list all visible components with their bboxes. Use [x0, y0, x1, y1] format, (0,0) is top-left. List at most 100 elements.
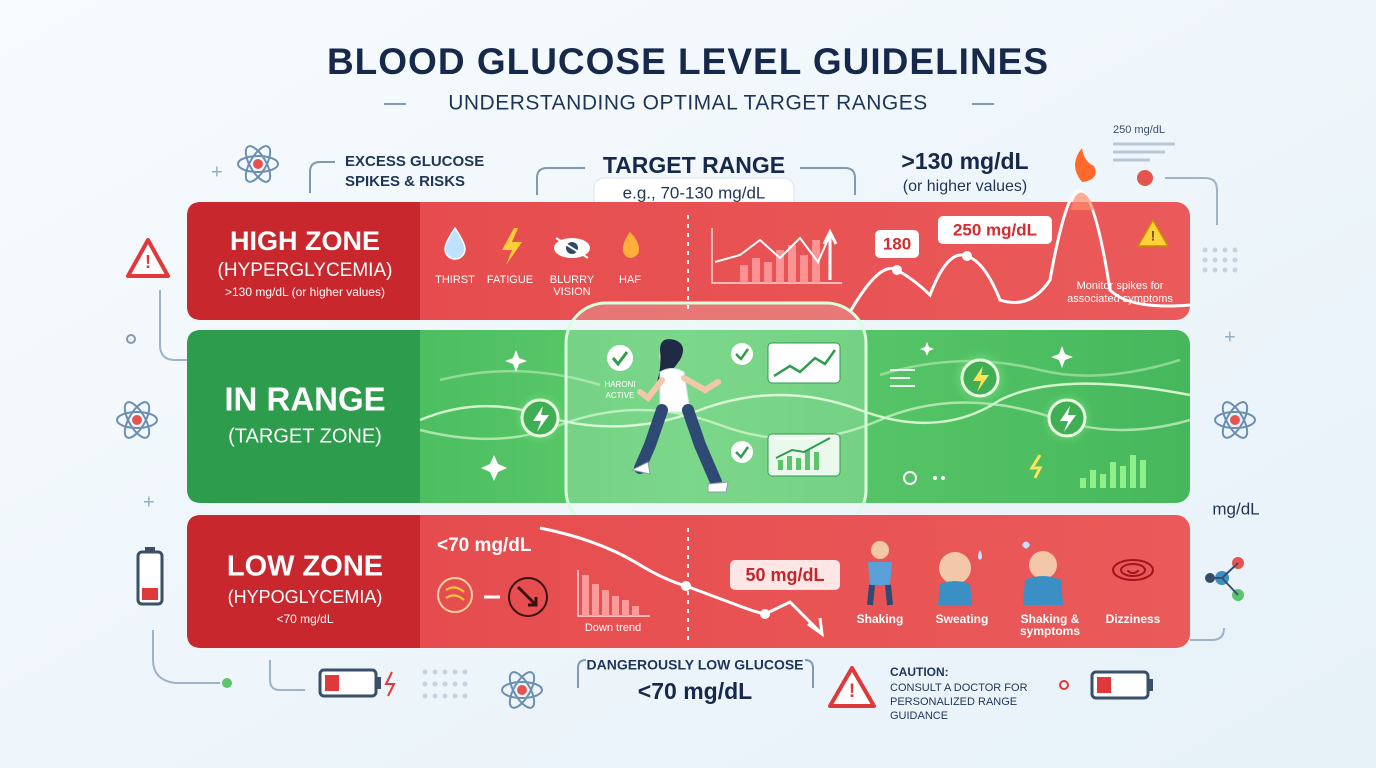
- low-band: [187, 515, 1190, 648]
- symptom-label: Sweating: [936, 612, 989, 626]
- sweating-icon: [938, 550, 982, 605]
- zone-title: LOW ZONE: [227, 551, 383, 583]
- decoration: [622, 600, 629, 616]
- peak-label: 250 mg/dL: [953, 220, 1037, 239]
- decoration: [1140, 460, 1146, 488]
- callout-line: SPIKES & RISKS: [345, 173, 465, 190]
- high-value: >130 mg/dL: [901, 148, 1028, 174]
- decoration: [788, 245, 796, 283]
- caution-title: CAUTION:: [890, 665, 949, 679]
- decoration: [812, 240, 820, 283]
- shaking-icon: [867, 541, 893, 606]
- decoration: [432, 681, 438, 687]
- decoration: [577, 659, 814, 688]
- decoration: [933, 476, 945, 480]
- icon-glyph: +: [211, 161, 223, 183]
- decoration: [740, 265, 748, 283]
- activity-line: ACTIVE: [606, 391, 635, 400]
- decoration: [773, 349, 837, 378]
- caution-line: PERSONALIZED RANGE: [890, 696, 1017, 708]
- decoration: [444, 226, 466, 260]
- decoration: [1120, 563, 1147, 577]
- symptom-label: THIRST: [435, 274, 475, 286]
- decoration: [848, 189, 1191, 313]
- zone-subtitle: (HYPOGLYCEMIA): [228, 587, 383, 607]
- decoration: [1190, 627, 1225, 641]
- decoration: [536, 167, 856, 195]
- callout-line: EXCESS GLUCOSE: [345, 153, 484, 170]
- decoration: [760, 609, 770, 619]
- decoration: [1222, 267, 1228, 273]
- decoration: [890, 369, 915, 387]
- decoration: [1202, 247, 1238, 273]
- decoration: [1090, 470, 1096, 488]
- decoration: [132, 415, 142, 425]
- decoration: [422, 693, 428, 699]
- decoration: [145, 547, 155, 552]
- decoration: [767, 433, 841, 477]
- subtitle: UNDERSTANDING OPTIMAL TARGET RANGES: [448, 92, 928, 115]
- decoration: [637, 377, 665, 403]
- zone-title: IN RANGE: [224, 381, 385, 418]
- decoration: [126, 334, 136, 344]
- decoration: [1222, 257, 1228, 263]
- decoration: [432, 693, 438, 699]
- decoration: [253, 159, 263, 169]
- decoration: [592, 584, 599, 616]
- symptom-label: BLURRY: [550, 274, 595, 286]
- decoration: [452, 681, 458, 687]
- decoration: [505, 350, 527, 372]
- decoration: [892, 265, 902, 275]
- icon-glyph: !: [145, 252, 151, 272]
- decoration: [1137, 170, 1153, 186]
- decoration: [1110, 462, 1116, 488]
- decoration: [871, 541, 889, 559]
- focus-box: [564, 301, 868, 532]
- decoration: [938, 581, 972, 605]
- trend-label: Down trend: [585, 622, 641, 634]
- symptom-label: Shaking &: [1021, 612, 1080, 626]
- activity-line: HARONI: [604, 380, 635, 389]
- decoration: [142, 588, 158, 600]
- decoration: [384, 671, 396, 697]
- decoration: [442, 681, 448, 687]
- decoration: [868, 562, 892, 585]
- decoration: [735, 348, 750, 361]
- decoration: [516, 585, 538, 607]
- decoration: [814, 452, 819, 470]
- decoration: [681, 581, 691, 591]
- decoration: [502, 228, 522, 265]
- decoration: [539, 526, 822, 634]
- decoration: [681, 375, 721, 394]
- note-line: Monitor spikes for: [1077, 280, 1164, 292]
- decoration: [1212, 267, 1218, 273]
- decoration: [1130, 455, 1136, 488]
- decoration: [632, 606, 639, 616]
- runner: [630, 339, 729, 493]
- decoration: [481, 455, 507, 481]
- decoration: [452, 693, 458, 699]
- decoration: [517, 685, 527, 695]
- decoration: [778, 450, 819, 470]
- decoration: [714, 234, 831, 264]
- decoration: [582, 575, 589, 616]
- decoration: [1080, 455, 1146, 488]
- decoration: [778, 460, 783, 470]
- decoration: [1221, 401, 1249, 439]
- decoration: [939, 552, 971, 584]
- decoration: [1221, 401, 1249, 439]
- axis-unit: mg/dL: [1212, 499, 1259, 518]
- decoration: [707, 481, 729, 493]
- decoration: [1232, 247, 1238, 253]
- decoration: [1120, 466, 1126, 488]
- decoration: [508, 577, 548, 617]
- decoration: [807, 617, 824, 638]
- decoration: [634, 404, 668, 474]
- target-title: TARGET RANGE: [603, 152, 785, 178]
- decoration: [1100, 474, 1106, 488]
- decoration: [867, 584, 893, 606]
- zone-range: >130 mg/dL (or higher values): [225, 285, 385, 299]
